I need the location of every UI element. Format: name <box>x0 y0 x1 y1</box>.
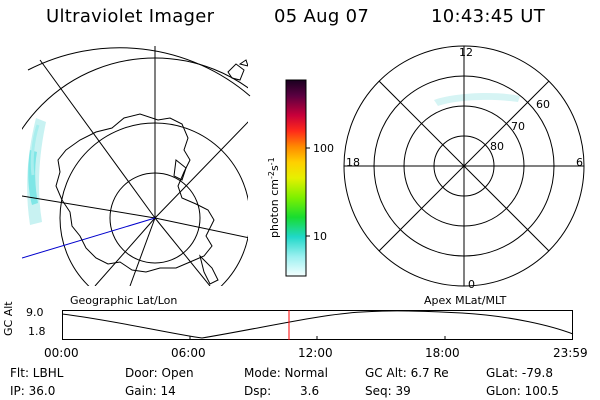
colorbar-tick-100: 100 <box>313 142 334 155</box>
date-label: 05 Aug 07 <box>274 6 370 27</box>
time-tick-1800: 18:00 <box>425 346 460 360</box>
colorbar-unit-mid: s <box>268 165 281 171</box>
filter-info: Flt: LBHL <box>10 366 64 380</box>
satellite-track-line <box>22 217 156 259</box>
time-tick-1200: 12:00 <box>298 346 333 360</box>
mlat-label-60: 60 <box>536 98 550 111</box>
time-tick-0000: 00:00 <box>44 346 79 360</box>
glat-info: GLat: -79.8 <box>486 366 553 380</box>
time-tick-2359: 23:59 <box>553 346 588 360</box>
aurora-emission-left <box>27 118 46 225</box>
colorbar-unit-main: photon cm <box>268 179 281 238</box>
mode-info: Mode: Normal <box>244 366 328 380</box>
mlat-label-70: 70 <box>511 120 525 133</box>
door-info: Door: Open <box>125 366 194 380</box>
magnetic-polar-plot <box>343 45 585 287</box>
time-label: 10:43:45 UT <box>431 6 546 27</box>
svg-text:photon cm-2s-1: photon cm-2s-1 <box>268 157 281 238</box>
alt-tick-bottom: 1.8 <box>28 325 46 338</box>
glon-info: GLon: 100.5 <box>486 384 559 398</box>
mlt-label-18: 18 <box>346 156 360 169</box>
mlat-label-80: 80 <box>490 140 504 153</box>
aurora-emission-right <box>434 93 520 106</box>
apex-caption: Apex MLat/MLT <box>424 294 507 307</box>
gc-alt-info: GC Alt: 6.7 Re <box>365 366 449 380</box>
colorbar-unit-sup2: -1 <box>268 157 276 165</box>
altitude-curve <box>62 310 574 339</box>
gain-info: Gain: 14 <box>125 384 176 398</box>
dsp-label: Dsp: <box>244 384 272 398</box>
intensity-colorbar: photon cm-2s-1 <box>268 79 310 277</box>
dsp-value: 3.6 <box>300 384 320 398</box>
alt-tick-top: 9.0 <box>26 306 44 319</box>
time-tick-0600: 06:00 <box>171 346 206 360</box>
mlt-label-6: 6 <box>576 156 583 169</box>
coastline-antarctica <box>55 113 215 273</box>
colorbar-tick-10: 10 <box>313 230 327 243</box>
instrument-title: Ultraviolet Imager <box>46 6 215 27</box>
geographic-caption: Geographic Lat/Lon <box>70 294 178 307</box>
mlt-label-12: 12 <box>459 46 473 59</box>
altitude-timeline-plot <box>62 310 574 340</box>
colorbar-unit-sup1: -2 <box>268 171 276 179</box>
gc-alt-axis-label: GC Alt <box>2 301 15 336</box>
ip-info: IP: 36.0 <box>10 384 56 398</box>
mlt-label-0: 0 <box>468 278 475 291</box>
seq-info: Seq: 39 <box>365 384 411 398</box>
geographic-map-panel <box>22 46 251 286</box>
